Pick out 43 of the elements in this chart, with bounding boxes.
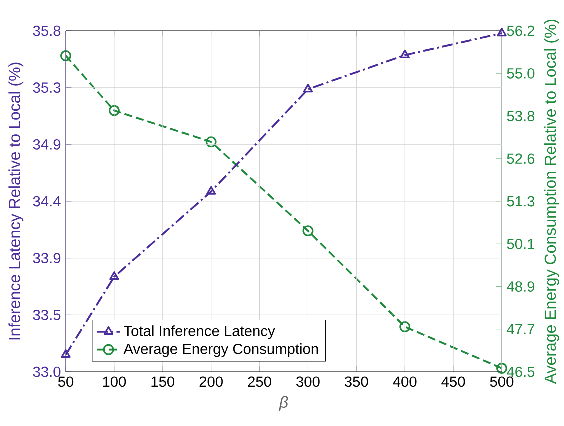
x-tick-label: 150 <box>152 376 175 388</box>
y2-tick-label: 53.8 <box>507 111 535 122</box>
y-tick-label: 33.9 <box>33 253 61 264</box>
y2-tick-label: 56.2 <box>507 26 535 36</box>
y-tick-label: 33.5 <box>33 310 61 320</box>
y-tick-label: 34.4 <box>33 196 61 207</box>
y-tick-label: 35.3 <box>33 82 61 94</box>
y2-tick-label: 55.0 <box>507 68 535 79</box>
point <box>400 322 411 332</box>
point <box>61 349 71 358</box>
y-tick-label: 34.9 <box>33 139 61 150</box>
point <box>60 50 72 62</box>
x-tick-label: 250 <box>248 376 272 388</box>
x-tick-label: 100 <box>103 376 126 388</box>
x-tick-label: 500 <box>490 376 514 388</box>
x-tick-label: 450 <box>442 376 466 388</box>
point <box>108 105 120 116</box>
x-axis-title: β <box>279 396 288 412</box>
x-tick-label: 350 <box>344 376 368 388</box>
x-tick-label: 50 <box>58 376 74 388</box>
point <box>400 50 410 58</box>
y2-tick-label: 47.7 <box>507 324 535 334</box>
y2-tick-label: 46.5 <box>507 366 535 378</box>
point <box>496 363 508 374</box>
y2-tick-label: 48.9 <box>507 282 535 292</box>
y-axis-title: Inference Latency Relative to Local (%) <box>8 62 24 340</box>
point <box>110 272 120 280</box>
x-tick-label: 200 <box>200 376 223 388</box>
point <box>302 226 314 236</box>
y2-tick-label: 52.6 <box>507 154 535 164</box>
point <box>497 28 507 37</box>
y2-tick-label: 51.3 <box>507 196 535 207</box>
x-tick-label: 300 <box>296 376 320 388</box>
point <box>303 84 314 93</box>
y2-axis-title: Average Energy Consumption Relative to Local (%) <box>544 20 560 384</box>
y-tick-label: 33.0 <box>33 366 61 378</box>
x-tick-label: 400 <box>393 376 417 388</box>
point <box>206 136 217 148</box>
point <box>206 186 216 195</box>
y2-tick-label: 50.1 <box>507 238 535 250</box>
legend-label: Total Inference Latency <box>124 326 276 340</box>
legend-label: Average Energy Consumption <box>124 344 318 358</box>
y-tick-label: 35.8 <box>33 26 61 36</box>
